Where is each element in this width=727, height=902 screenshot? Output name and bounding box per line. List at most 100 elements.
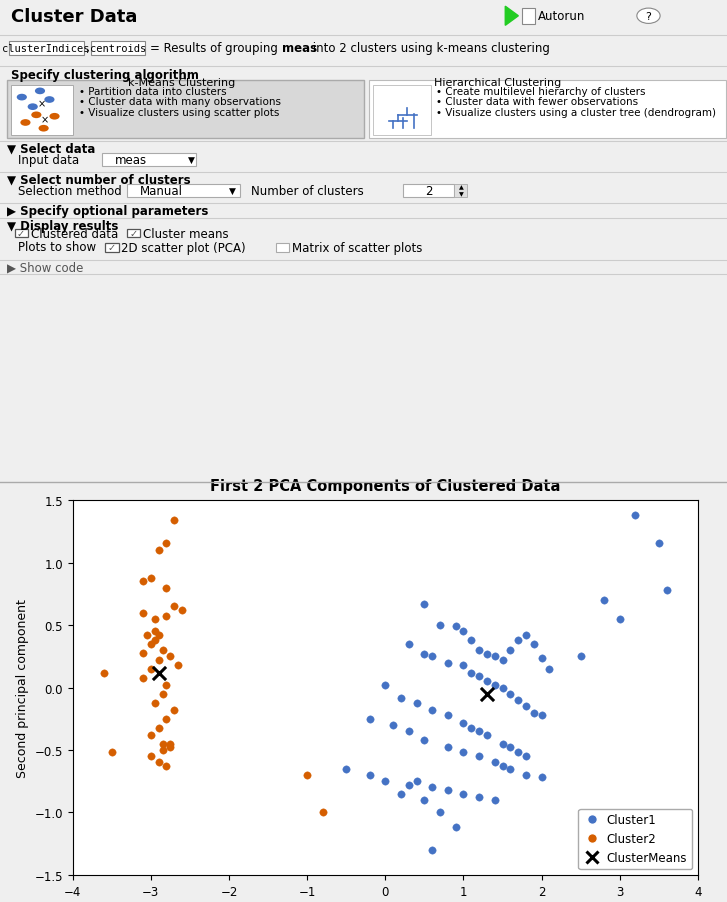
Point — [528, 705, 539, 720]
Text: centroids: centroids — [90, 44, 147, 54]
Text: ?: ? — [646, 12, 651, 22]
Text: Clustered data: Clustered data — [31, 227, 118, 240]
Point — [164, 737, 176, 751]
Bar — [7, 81, 364, 139]
Point — [520, 768, 531, 782]
Point — [505, 761, 516, 776]
Point — [164, 649, 176, 664]
Text: = Results of grouping: = Results of grouping — [150, 42, 282, 55]
Point — [426, 780, 438, 795]
Text: Plots to show: Plots to show — [18, 241, 96, 254]
Text: 2: 2 — [425, 185, 433, 198]
Point — [473, 750, 485, 764]
Point — [520, 628, 531, 642]
Point — [403, 724, 414, 739]
Text: meas: meas — [115, 153, 147, 167]
Point — [661, 584, 672, 598]
Legend: Cluster1, Cluster2, ClusterMeans: Cluster1, Cluster2, ClusterMeans — [579, 809, 692, 869]
Point — [614, 612, 625, 626]
Point — [161, 610, 172, 624]
Text: ▼: ▼ — [229, 187, 236, 196]
Text: • Visualize clusters using scatter plots: • Visualize clusters using scatter plots — [79, 108, 279, 118]
Point — [149, 624, 161, 639]
Point — [442, 708, 454, 723]
Bar — [105, 244, 119, 253]
Point — [141, 628, 153, 642]
Text: • Visualize clusters using a cluster tree (dendrogram): • Visualize clusters using a cluster tre… — [436, 108, 716, 118]
Point — [169, 513, 180, 528]
Point — [505, 643, 516, 658]
Point — [403, 778, 414, 792]
Point — [426, 842, 438, 857]
Point — [536, 770, 547, 785]
Text: Input data: Input data — [18, 153, 79, 167]
Point — [169, 703, 180, 717]
Point — [137, 606, 149, 621]
Text: • Cluster data with fewer observations: • Cluster data with fewer observations — [436, 97, 638, 107]
Bar — [522, 9, 535, 25]
Text: k-Means Clustering: k-Means Clustering — [128, 78, 236, 88]
Point — [137, 575, 149, 589]
Point — [442, 783, 454, 797]
Text: ▼: ▼ — [188, 156, 194, 165]
Point — [137, 646, 149, 660]
Text: ▶ Specify optional parameters: ▶ Specify optional parameters — [7, 205, 209, 217]
Point — [419, 647, 430, 661]
Point — [457, 624, 469, 639]
Circle shape — [35, 88, 45, 95]
Bar — [91, 41, 145, 56]
Text: Autorun: Autorun — [538, 10, 585, 23]
Point — [473, 724, 485, 739]
Text: • Cluster data with many observations: • Cluster data with many observations — [79, 97, 281, 107]
Point — [395, 787, 406, 801]
Text: ▲: ▲ — [459, 185, 463, 190]
Point — [340, 761, 352, 776]
Point — [457, 787, 469, 801]
Text: Specify clustering algorithm: Specify clustering algorithm — [11, 69, 198, 82]
Text: clusterIndices: clusterIndices — [2, 44, 89, 54]
Point — [473, 669, 485, 684]
Circle shape — [20, 120, 31, 126]
Point — [161, 759, 172, 774]
Text: 2D scatter plot (PCA): 2D scatter plot (PCA) — [121, 242, 246, 254]
Text: ×: × — [37, 99, 46, 109]
Point — [411, 695, 422, 710]
Point — [169, 600, 180, 614]
Text: meas: meas — [282, 42, 317, 55]
Bar — [403, 185, 454, 198]
Point — [536, 708, 547, 723]
Point — [426, 649, 438, 664]
Point — [301, 768, 313, 782]
Point — [520, 699, 531, 713]
Point — [497, 680, 508, 695]
Text: ✓: ✓ — [129, 229, 138, 239]
Point — [145, 750, 156, 764]
Text: Selection method: Selection method — [18, 185, 122, 198]
Bar — [102, 154, 196, 166]
Text: ▼: ▼ — [459, 192, 463, 198]
Point — [489, 793, 500, 807]
Point — [145, 662, 156, 676]
Bar — [373, 86, 431, 136]
Point — [489, 755, 500, 769]
Point — [513, 633, 524, 648]
Point — [153, 721, 164, 735]
Text: Hierarchical Clustering: Hierarchical Clustering — [434, 78, 562, 88]
Point — [630, 509, 641, 523]
Point — [137, 670, 149, 685]
Point — [161, 536, 172, 550]
Point — [481, 675, 493, 689]
Point — [442, 656, 454, 670]
Bar — [454, 185, 467, 198]
Point — [465, 633, 477, 648]
Point — [379, 678, 391, 693]
Point — [145, 637, 156, 651]
Bar — [127, 229, 140, 238]
Point — [153, 666, 164, 680]
Text: ✓: ✓ — [108, 244, 116, 253]
Point — [149, 633, 161, 648]
Point — [157, 643, 169, 658]
Text: ▼ Display results: ▼ Display results — [7, 219, 119, 233]
Circle shape — [637, 9, 660, 24]
Point — [164, 741, 176, 755]
